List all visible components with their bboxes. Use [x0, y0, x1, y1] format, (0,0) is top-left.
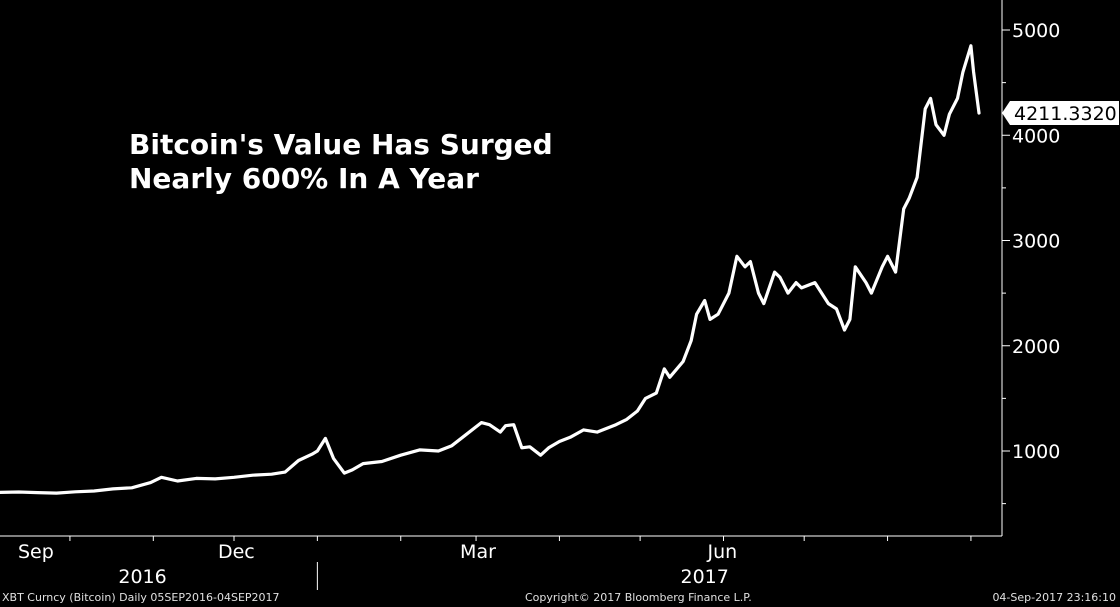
chart-subtitle: Nearly 600% In A Year	[129, 162, 479, 195]
y-tick-label: 4000	[1012, 125, 1060, 147]
year-label: 2017	[680, 566, 728, 588]
series-line	[0, 44, 981, 495]
footer-ticker-info: XBT Curncy (Bitcoin) Daily 05SEP2016-04S…	[2, 591, 280, 604]
year-label: 2016	[118, 566, 166, 588]
y-tick-label: 1000	[1012, 441, 1060, 463]
chart-title-block: Bitcoin's Value Has Surged Nearly 600% I…	[129, 128, 553, 196]
last-value-label: 4211.3320	[1002, 101, 1119, 126]
chart-title: Bitcoin's Value Has Surged	[129, 128, 553, 161]
x-tick-label: Dec	[218, 541, 255, 563]
y-tick-label: 3000	[1012, 231, 1060, 253]
x-tick-label: Mar	[460, 541, 496, 563]
footer-timestamp: 04-Sep-2017 23:16:10	[992, 591, 1116, 604]
footer-copyright: Copyright© 2017 Bloomberg Finance L.P.	[525, 591, 752, 604]
y-tick-label: 5000	[1012, 20, 1060, 42]
x-tick-label: Jun	[706, 541, 737, 563]
last-value-flag	[1002, 101, 1119, 126]
y-tick-label: 2000	[1012, 336, 1060, 358]
chart-axes: 1000 2000 3000 4000 5000 Sep Dec Mar Jun 2016 2017	[0, 0, 1060, 590]
last-value-text: 4211.3320	[1014, 103, 1117, 125]
x-tick-label: Sep	[18, 541, 54, 563]
